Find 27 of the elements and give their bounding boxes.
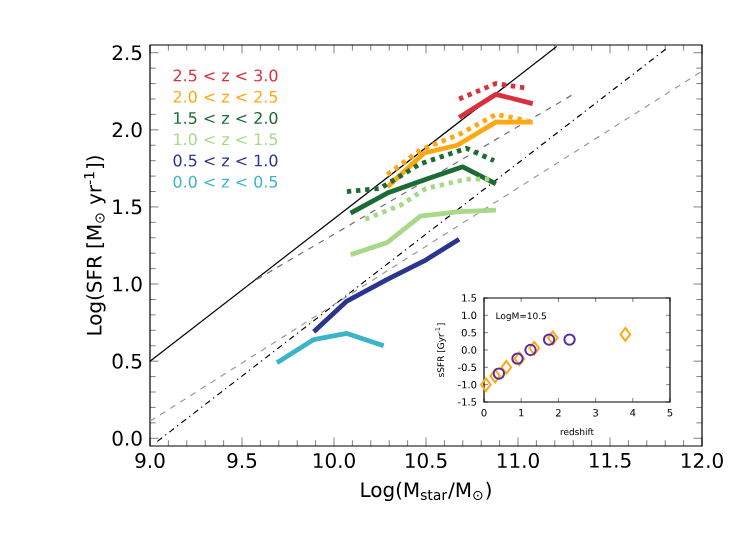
point: [500, 359, 513, 375]
y-tick-label: 2.0: [112, 122, 142, 138]
y-tick-label: 2.5: [112, 45, 142, 61]
x-tick-label: 9.0: [135, 453, 165, 469]
line-series: [348, 207, 499, 258]
point: [542, 333, 556, 346]
y-tick-label: 1.5: [113, 199, 142, 215]
x-tick-label: 10.0: [314, 453, 355, 469]
line-series: [274, 331, 387, 366]
line-series: [384, 119, 536, 190]
x-tick-label: 10.5: [406, 453, 447, 469]
y-axis-title: Log(SFR [M$_{⊙}$ yr$^{-1}$]): [84, 156, 106, 335]
line-series: [311, 236, 462, 335]
x-tick-label: 11.5: [590, 453, 631, 468]
y-tick-label: 0.5: [112, 353, 142, 369]
x-axis-title: Log(M$_{star}$/M$_{⊙}$): [361, 481, 491, 502]
x-tick-label: 12.0: [682, 453, 723, 469]
x-tick-label: 9.5: [227, 453, 257, 469]
point: [563, 333, 576, 346]
y-tick-label: 1.0: [113, 276, 142, 292]
y-tick-label: 0.0: [112, 430, 142, 446]
point: [492, 367, 506, 380]
point: [480, 377, 492, 393]
point: [489, 368, 501, 384]
x-tick-label: 11.0: [498, 453, 539, 469]
point: [619, 327, 632, 342]
point: [547, 330, 559, 346]
